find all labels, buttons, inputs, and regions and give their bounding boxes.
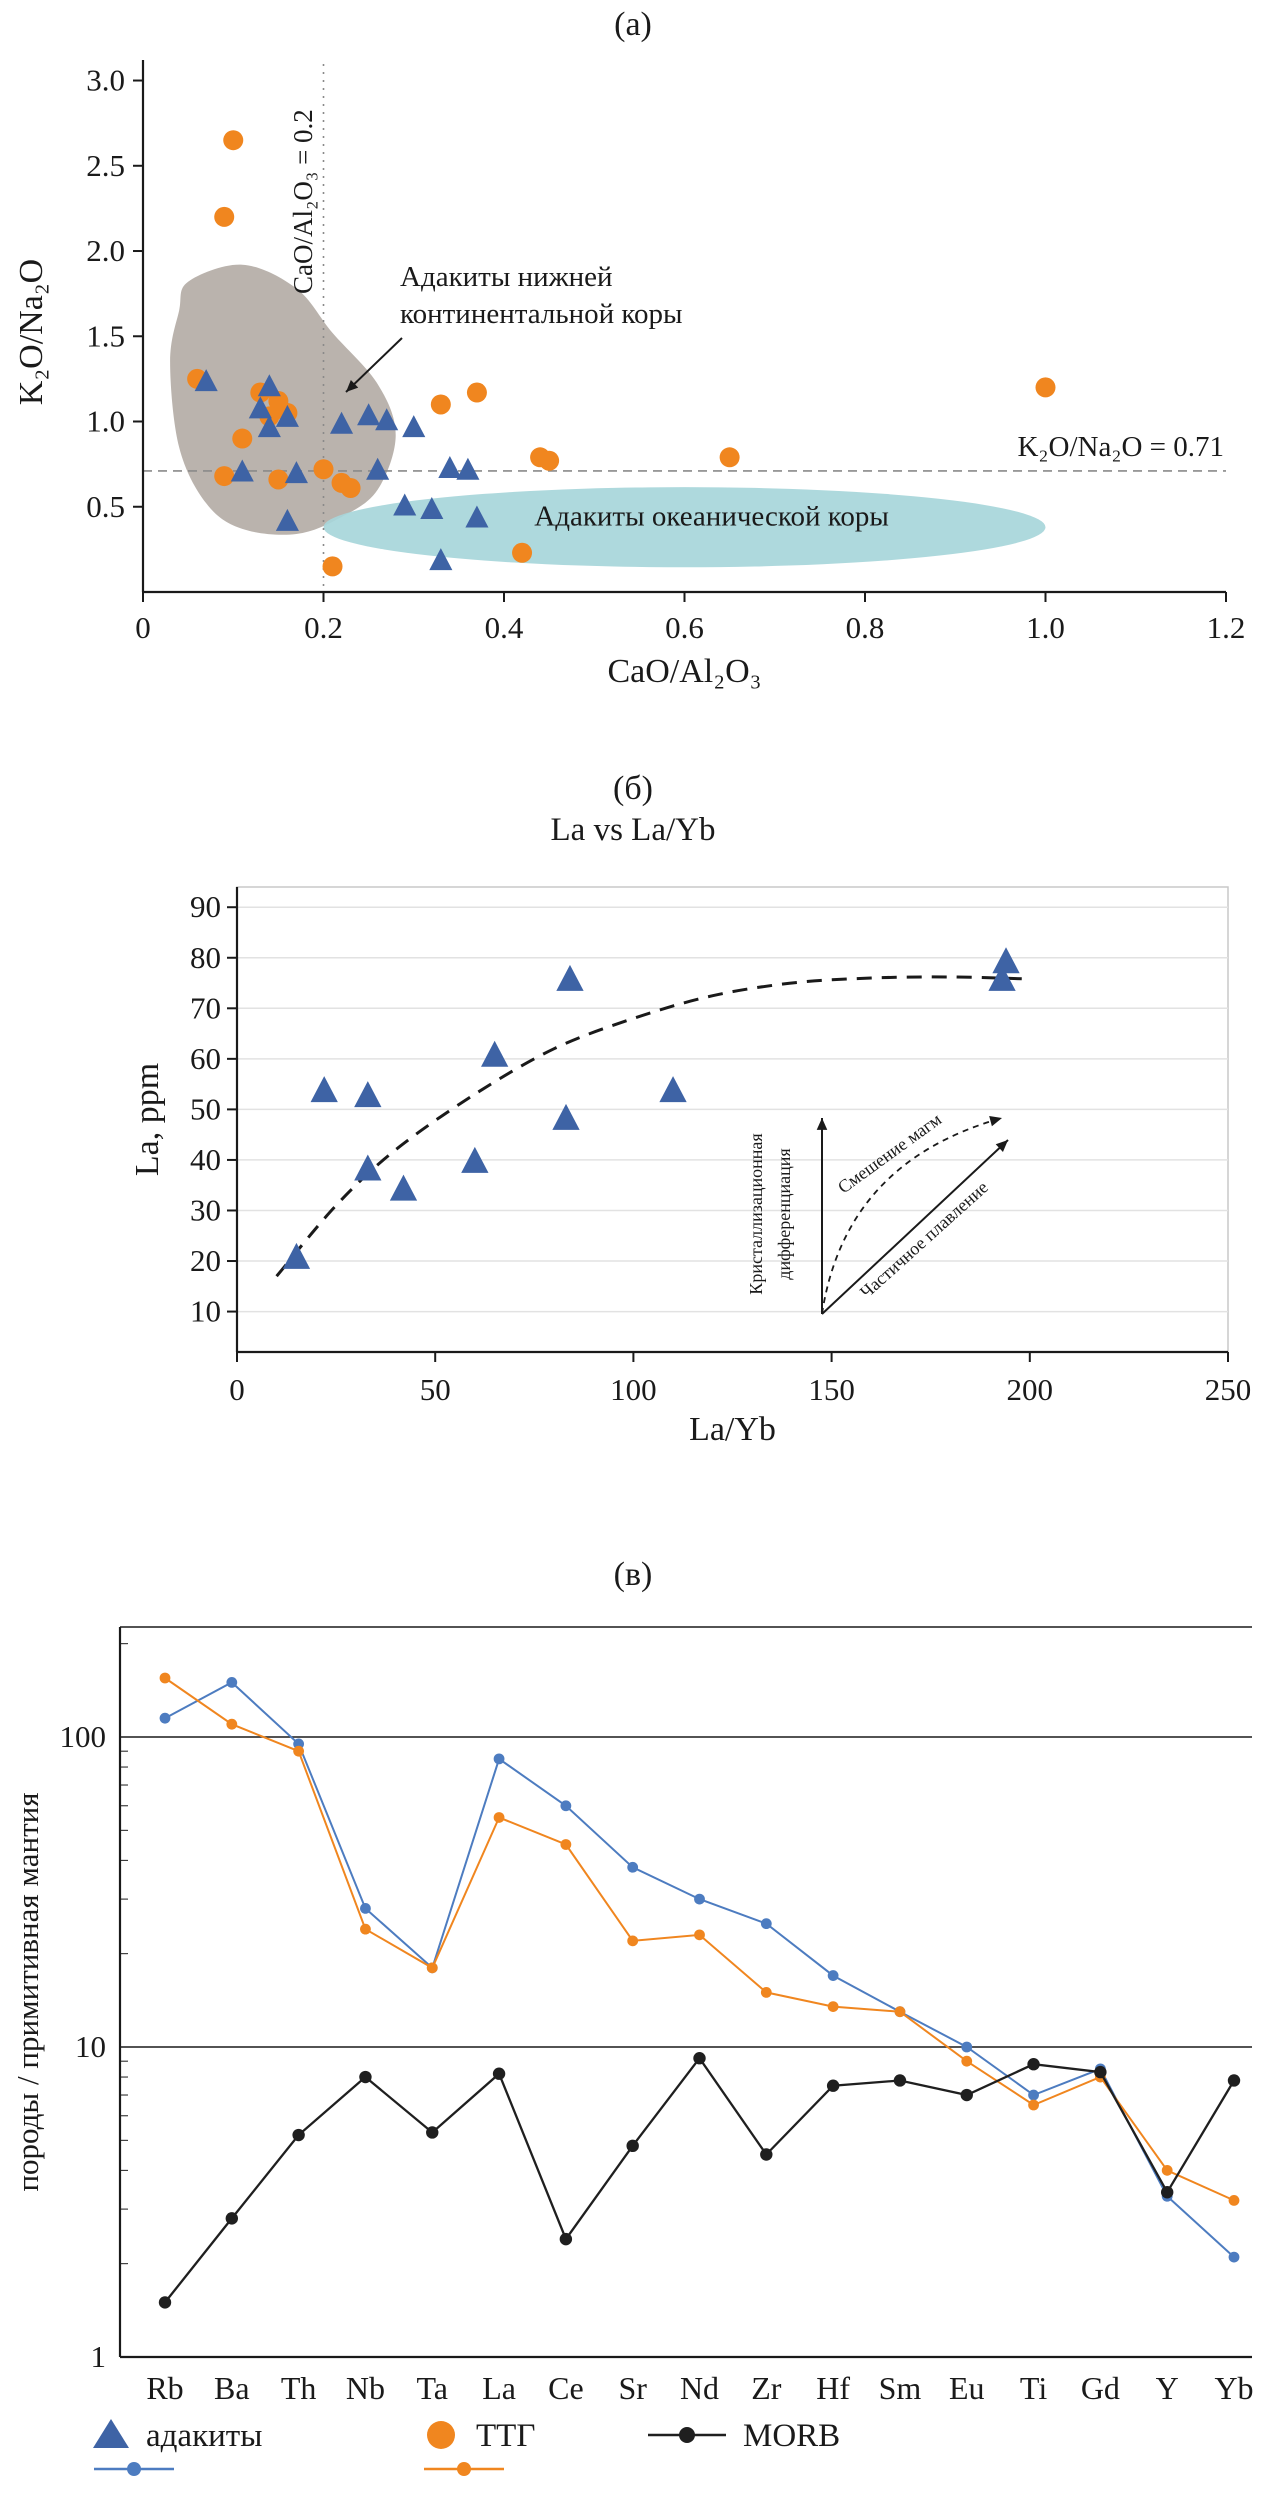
- svg-text:породы / примитивная мантия: породы / примитивная мантия: [10, 1792, 45, 2191]
- svg-text:1.5: 1.5: [86, 318, 125, 353]
- svg-text:0: 0: [229, 1372, 245, 1407]
- panel-c-label: (в): [613, 1556, 653, 1593]
- svg-text:200: 200: [1007, 1372, 1054, 1407]
- svg-text:80: 80: [190, 940, 221, 975]
- svg-text:CaO/Al₂O₃: CaO/Al₂O₃: [607, 653, 761, 690]
- svg-text:50: 50: [190, 1091, 221, 1126]
- svg-text:60: 60: [190, 1041, 221, 1076]
- svg-text:Ce: Ce: [548, 2370, 584, 2406]
- svg-text:CaO/Al₂O₃ = 0.2: CaO/Al₂O₃ = 0.2: [288, 109, 318, 294]
- svg-text:Th: Th: [281, 2370, 317, 2406]
- circle-marker-icon: [420, 2416, 462, 2457]
- legend-row: MORB: [645, 2416, 840, 2457]
- svg-text:40: 40: [190, 1142, 221, 1177]
- svg-text:Nd: Nd: [680, 2370, 719, 2406]
- svg-text:20: 20: [190, 1243, 221, 1278]
- svg-text:La, ppm: La, ppm: [129, 1063, 166, 1176]
- legend-label-adakites: адакиты: [146, 2418, 263, 2454]
- panel-b-scatter-chart: 0 50 100 150 200 250 10 20 30 40 50 60 70 80 90 Кристал…: [129, 886, 1252, 1448]
- legend-item-morb: MORB: [645, 2416, 840, 2457]
- panel-c-spider-chart: 1 10 100 Rb Ba Th Nb Ta La Ce Sr Nd Zr Hf Sm Eu Ti Gd Y Yb п…: [10, 1626, 1254, 2406]
- svg-text:Адакиты нижней: Адакиты нижней: [400, 261, 613, 293]
- svg-text:2.5: 2.5: [86, 148, 125, 183]
- svg-text:Zr: Zr: [751, 2370, 782, 2406]
- svg-text:150: 150: [808, 1372, 855, 1407]
- svg-text:Gd: Gd: [1081, 2370, 1120, 2406]
- svg-text:Ba: Ba: [214, 2370, 250, 2406]
- svg-text:La: La: [482, 2370, 516, 2406]
- line-dot-marker-icon: [645, 2416, 729, 2457]
- svg-text:1.2: 1.2: [1207, 610, 1246, 645]
- svg-text:Y: Y: [1156, 2370, 1179, 2406]
- svg-text:1.0: 1.0: [86, 404, 125, 439]
- svg-text:50: 50: [420, 1372, 451, 1407]
- svg-text:0.8: 0.8: [846, 610, 885, 645]
- svg-text:250: 250: [1205, 1372, 1252, 1407]
- line-dot-sample-icon: [422, 2459, 535, 2484]
- legend-row: ТТГ: [420, 2416, 535, 2457]
- panel-a-label: (а): [614, 6, 652, 43]
- legend-row: адакиты: [90, 2416, 262, 2457]
- svg-text:Смешение магм: Смешение магм: [834, 1109, 945, 1197]
- svg-text:0: 0: [135, 610, 151, 645]
- svg-text:Ta: Ta: [416, 2370, 448, 2406]
- svg-text:1: 1: [91, 2339, 107, 2374]
- chart-legend: адакиты ТТГ MORB: [0, 2416, 1266, 2504]
- panel-b-label: (б): [613, 770, 653, 807]
- legend-item-ttg: ТТГ: [420, 2416, 535, 2484]
- svg-text:Кристаллизационная: Кристаллизационная: [746, 1133, 766, 1294]
- svg-text:10: 10: [75, 2029, 106, 2064]
- svg-text:Sr: Sr: [618, 2370, 647, 2406]
- svg-text:10: 10: [190, 1294, 221, 1329]
- svg-text:1.0: 1.0: [1026, 610, 1065, 645]
- svg-text:0.2: 0.2: [304, 610, 343, 645]
- svg-text:Rb: Rb: [146, 2370, 183, 2406]
- svg-text:Nb: Nb: [346, 2370, 385, 2406]
- svg-text:Ti: Ti: [1020, 2370, 1047, 2406]
- legend-label-morb: MORB: [743, 2418, 841, 2454]
- svg-text:3.0: 3.0: [86, 63, 125, 98]
- svg-text:100: 100: [60, 1719, 107, 1754]
- svg-text:0.6: 0.6: [665, 610, 704, 645]
- svg-text:30: 30: [190, 1192, 221, 1227]
- panel-a-scatter-chart: 0 0.2 0.4 0.6 0.8 1.0 1.2 0.5 1.0 1.5 2.0 2.5 3.0 Ада…: [13, 60, 1246, 690]
- svg-text:Sm: Sm: [879, 2370, 922, 2406]
- legend-item-adakites: адакиты: [90, 2416, 262, 2484]
- svg-text:70: 70: [190, 990, 221, 1025]
- svg-text:Адакиты океанической коры: Адакиты океанической коры: [534, 500, 889, 532]
- svg-text:0.5: 0.5: [86, 489, 125, 524]
- svg-text:0.4: 0.4: [485, 610, 524, 645]
- svg-text:дифференциация: дифференциация: [774, 1148, 794, 1279]
- triangle-marker-icon: [90, 2416, 132, 2457]
- svg-text:Eu: Eu: [949, 2370, 985, 2406]
- svg-text:100: 100: [610, 1372, 657, 1407]
- legend-label-ttg: ТТГ: [476, 2418, 536, 2454]
- svg-text:K₂O/Na₂O = 0.71: K₂O/Na₂O = 0.71: [1017, 431, 1224, 463]
- svg-text:La/Yb: La/Yb: [689, 1411, 776, 1448]
- svg-text:90: 90: [190, 889, 221, 924]
- line-dot-sample-icon: [92, 2459, 262, 2484]
- panel-b-title: La vs La/Yb: [550, 812, 716, 848]
- svg-text:2.0: 2.0: [86, 233, 125, 268]
- svg-text:Hf: Hf: [816, 2370, 850, 2406]
- svg-text:K₂O/Na₂O: K₂O/Na₂O: [13, 259, 50, 405]
- svg-text:Частичное плавление: Частичное плавление: [856, 1177, 992, 1302]
- svg-text:континентальной коры: континентальной коры: [400, 298, 682, 330]
- svg-text:Yb: Yb: [1214, 2370, 1253, 2406]
